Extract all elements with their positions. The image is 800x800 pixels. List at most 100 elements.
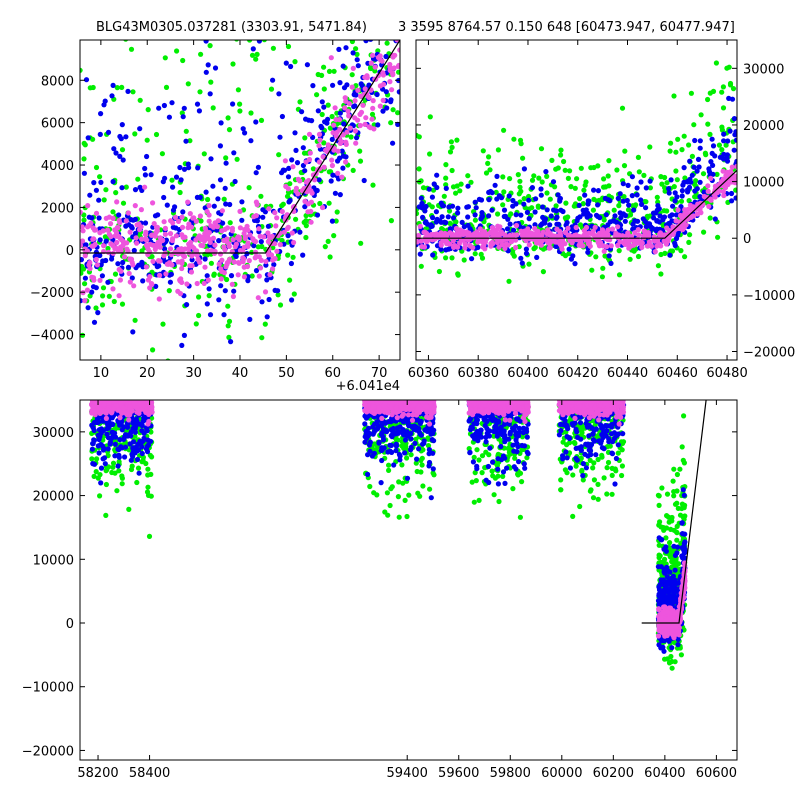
point-blue <box>219 120 224 125</box>
point-green <box>322 86 327 91</box>
point-green <box>130 464 135 469</box>
point-green <box>123 296 128 301</box>
point-magenta <box>369 117 374 122</box>
point-green <box>350 72 355 77</box>
point-green <box>148 296 153 301</box>
point-green <box>385 282 390 287</box>
point-green <box>429 312 434 317</box>
point-blue <box>314 0 319 3</box>
point-magenta <box>372 24 377 29</box>
point-magenta <box>147 274 152 279</box>
point-green <box>668 149 673 154</box>
point-magenta <box>211 225 216 230</box>
point-green <box>622 149 627 154</box>
point-green <box>423 383 428 388</box>
point-blue <box>98 180 103 185</box>
point-green <box>404 300 409 305</box>
point-green <box>124 297 129 302</box>
point-green <box>123 37 128 42</box>
point-blue <box>698 180 703 185</box>
point-green <box>92 474 97 479</box>
point-blue <box>486 197 491 202</box>
point-blue <box>286 174 291 179</box>
point-green <box>115 341 120 346</box>
point-green <box>146 325 151 330</box>
point-green <box>129 47 134 52</box>
point-green <box>401 324 406 329</box>
point-green <box>682 254 687 259</box>
point-blue <box>367 24 372 29</box>
point-blue <box>427 187 432 192</box>
point-blue <box>259 239 264 244</box>
point-blue <box>336 47 341 52</box>
point-green <box>114 488 119 493</box>
point-green <box>393 313 398 318</box>
point-green <box>363 252 368 257</box>
point-blue <box>92 320 97 325</box>
point-magenta <box>186 222 191 227</box>
point-green <box>131 382 136 387</box>
point-green <box>122 380 127 385</box>
point-green <box>422 279 427 284</box>
point-magenta <box>83 246 88 251</box>
point-green <box>143 342 148 347</box>
point-magenta <box>203 236 208 241</box>
point-green <box>544 190 549 195</box>
point-green <box>142 340 147 345</box>
point-green <box>123 323 128 328</box>
point-magenta <box>176 247 181 252</box>
point-green <box>103 173 108 178</box>
point-magenta <box>116 234 121 239</box>
point-blue <box>87 215 92 220</box>
point-blue <box>527 216 532 221</box>
point-green <box>369 325 374 330</box>
point-blue <box>687 185 692 190</box>
point-magenta <box>283 158 288 163</box>
point-green <box>451 184 456 189</box>
point-green <box>92 336 97 341</box>
point-green <box>222 197 227 202</box>
point-green <box>370 303 375 308</box>
point-green <box>566 176 571 181</box>
point-blue <box>126 265 131 270</box>
point-green <box>672 184 677 189</box>
point-magenta <box>293 189 298 194</box>
point-green <box>364 340 369 345</box>
point-green <box>256 244 261 249</box>
point-green <box>92 340 97 345</box>
point-green <box>409 200 414 205</box>
point-green <box>103 389 108 394</box>
point-green <box>701 171 706 176</box>
point-green <box>110 318 115 323</box>
point-green <box>119 362 124 367</box>
point-green <box>394 168 399 173</box>
point-green <box>130 177 135 182</box>
point-green <box>141 358 146 363</box>
point-green <box>148 194 153 199</box>
point-magenta <box>390 35 395 40</box>
point-green <box>443 162 448 167</box>
point-green <box>258 0 263 1</box>
point-green <box>139 387 144 392</box>
point-blue <box>111 179 116 184</box>
point-blue <box>218 143 223 148</box>
point-green <box>380 278 385 283</box>
point-blue <box>524 251 529 256</box>
point-green <box>236 87 241 92</box>
point-green <box>679 147 684 152</box>
point-green <box>136 335 141 340</box>
point-green <box>250 53 255 58</box>
y-tick-label: 0 <box>66 244 74 259</box>
point-blue <box>161 179 166 184</box>
point-magenta <box>128 230 133 235</box>
point-magenta <box>242 274 247 279</box>
point-green <box>366 316 371 321</box>
point-blue <box>117 134 122 139</box>
point-blue <box>712 153 717 158</box>
point-green <box>442 194 447 199</box>
point-blue <box>179 343 184 348</box>
point-green <box>425 300 430 305</box>
point-blue <box>450 204 455 209</box>
point-blue <box>443 247 448 252</box>
point-magenta <box>432 237 437 242</box>
